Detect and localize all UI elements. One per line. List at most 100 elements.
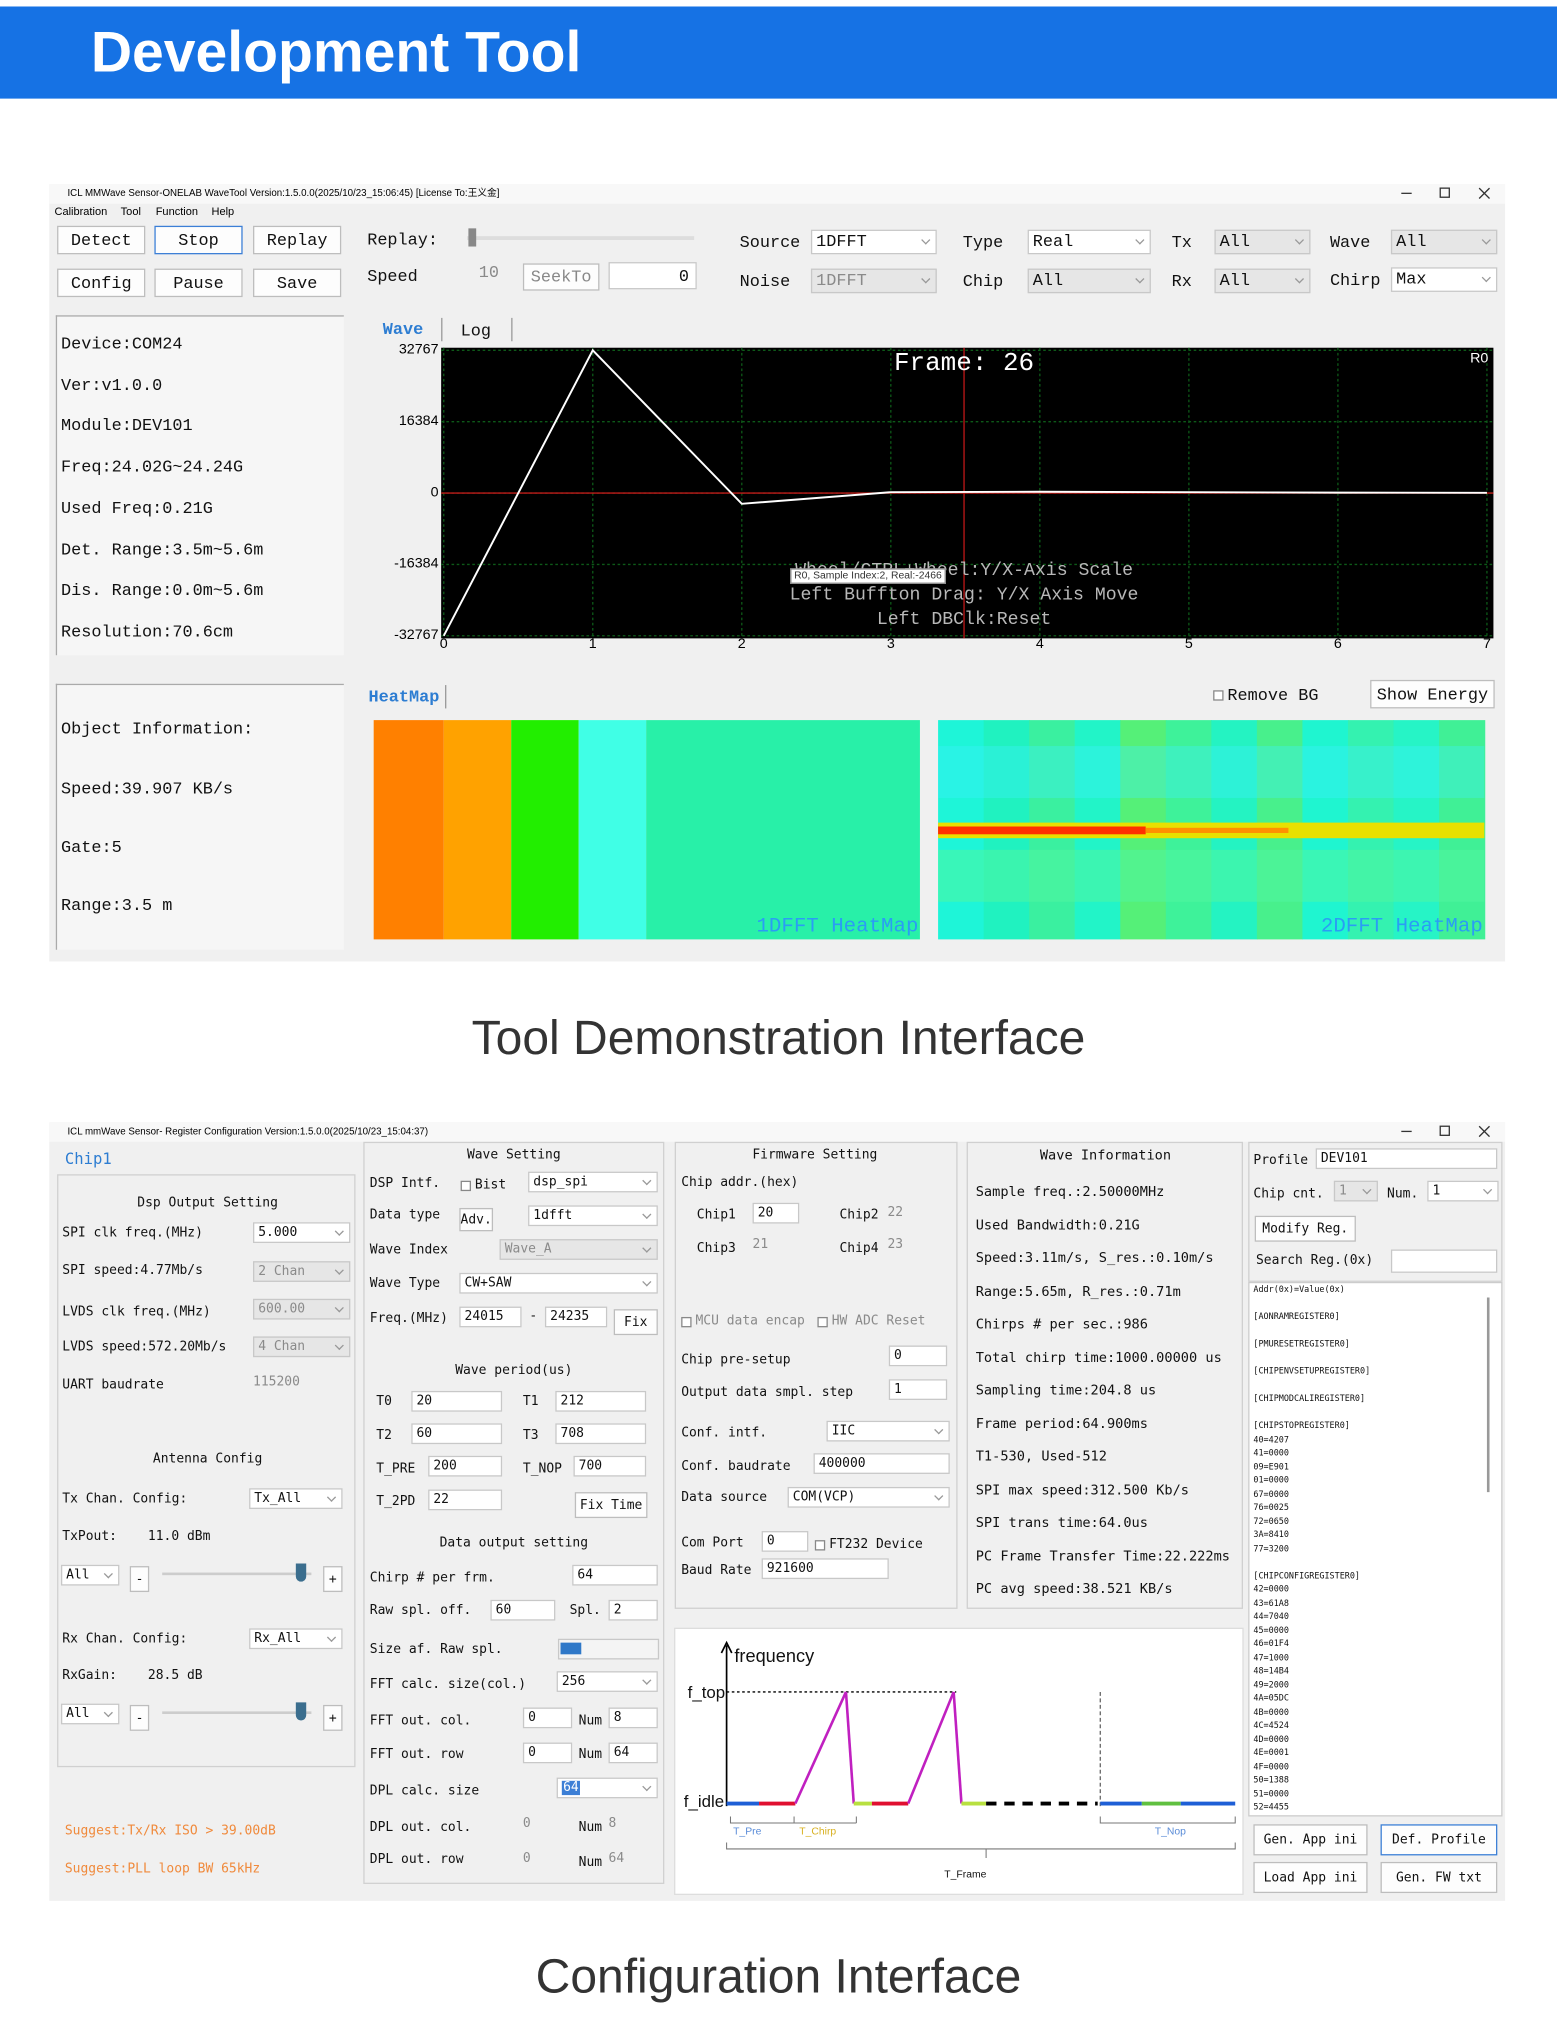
button[interactable]: Show Energy — [1370, 679, 1495, 709]
button[interactable]: Fix Time — [574, 1492, 648, 1519]
button[interactable]: Load App ini — [1253, 1861, 1368, 1894]
dropdown[interactable]: 256 — [556, 1671, 658, 1692]
checkbox[interactable] — [1213, 690, 1224, 701]
register-line: 44=7040 — [1253, 1611, 1289, 1622]
button-label: Detect — [70, 230, 132, 250]
input[interactable]: 0 — [761, 1531, 809, 1552]
dropdown[interactable]: Real — [1027, 229, 1151, 254]
input[interactable]: 0 — [888, 1345, 948, 1367]
label: Wave Type — [369, 1276, 441, 1292]
label: Rx — [1171, 271, 1192, 292]
dropdown[interactable]: All — [60, 1564, 120, 1586]
input[interactable]: 20 — [411, 1390, 503, 1412]
suggestion: Suggest:Tx/Rx ISO > 39.00dB — [64, 1824, 276, 1839]
dropdown[interactable]: IIC — [826, 1420, 950, 1442]
dropdown[interactable]: 1dfft — [528, 1205, 658, 1227]
button[interactable]: Detect — [57, 225, 146, 255]
button[interactable]: Save — [253, 268, 342, 298]
input[interactable]: 64 — [608, 1742, 658, 1764]
dropdown[interactable]: All — [1214, 229, 1311, 254]
button[interactable]: Gen. FW txt — [1380, 1861, 1498, 1894]
label: Tx — [1171, 232, 1192, 253]
button[interactable]: Replay — [253, 225, 342, 255]
dropdown[interactable]: All — [1027, 267, 1151, 293]
dropdown[interactable]: 1DFFT — [810, 229, 937, 254]
input[interactable]: 64 — [572, 1564, 658, 1586]
field-value: 0 — [678, 265, 689, 286]
checkbox[interactable] — [460, 1180, 471, 1192]
label: PC Frame Transfer Time:22.222ms — [975, 1548, 1230, 1564]
dropdown[interactable]: 1DFFT — [810, 267, 937, 293]
input[interactable]: 0 — [522, 1742, 573, 1764]
input[interactable]: 24015 — [459, 1306, 522, 1328]
dropdown[interactable]: 4 Chan — [253, 1336, 351, 1358]
button[interactable]: Stop — [154, 225, 243, 255]
input[interactable] — [1390, 1249, 1498, 1273]
input[interactable]: 708 — [555, 1423, 647, 1445]
dropdown[interactable]: COM(VCP) — [787, 1486, 950, 1508]
button[interactable]: Config — [57, 268, 146, 298]
button[interactable]: Modify Reg. — [1254, 1215, 1356, 1242]
button[interactable]: Pause — [154, 268, 243, 298]
checkbox[interactable] — [817, 1316, 828, 1328]
dropdown[interactable]: All — [1214, 267, 1311, 293]
button[interactable]: Def. Profile — [1380, 1824, 1498, 1856]
button[interactable]: SeekTo — [522, 262, 600, 290]
register-line: 51=0000 — [1253, 1788, 1289, 1799]
input[interactable]: 24235 — [544, 1306, 608, 1328]
input[interactable]: 200 — [428, 1455, 503, 1477]
checkbox[interactable] — [681, 1316, 692, 1328]
dropdown[interactable]: 1 — [1333, 1180, 1378, 1202]
input[interactable]: 400000 — [813, 1453, 950, 1474]
input[interactable]: 700 — [573, 1455, 647, 1477]
checkbox[interactable] — [814, 1540, 826, 1551]
button[interactable]: + — [323, 1704, 343, 1731]
field-value: 0 — [528, 1710, 536, 1726]
dropdown[interactable]: 5.000 — [253, 1222, 351, 1244]
input[interactable]: 0 — [608, 262, 697, 290]
value: 0 — [522, 1851, 531, 1866]
input[interactable]: 8 — [608, 1707, 658, 1729]
label: Chip2 — [839, 1207, 879, 1223]
button[interactable]: - — [129, 1566, 150, 1593]
dropdown[interactable]: 1 — [1427, 1180, 1499, 1202]
dropdown[interactable]: 600.00 — [253, 1298, 351, 1320]
dropdown[interactable]: Rx_All — [249, 1628, 343, 1650]
input[interactable]: 212 — [555, 1390, 647, 1412]
input[interactable]: 921600 — [761, 1558, 889, 1580]
heatmap-cell — [938, 746, 1485, 798]
label: Wave — [1329, 232, 1371, 253]
dropdown[interactable]: 2 Chan — [253, 1261, 351, 1282]
dropdown[interactable]: CW+SAW — [459, 1272, 658, 1294]
label: Chip cnt. — [1253, 1187, 1324, 1202]
caption: Configuration Interface — [535, 1949, 1022, 2003]
object-info: Speed:39.907 KB/s — [60, 779, 234, 799]
input[interactable]: 2 — [608, 1599, 658, 1621]
button[interactable]: Fix — [613, 1309, 658, 1336]
dropdown[interactable]: Tx_All — [249, 1488, 343, 1509]
dropdown[interactable]: 64 — [556, 1777, 658, 1799]
button[interactable]: + — [323, 1566, 343, 1593]
dropdown[interactable]: Wave_A — [499, 1239, 658, 1260]
register-line: 4A=05DC — [1253, 1692, 1289, 1704]
register-line: 77=3200 — [1253, 1543, 1289, 1554]
button[interactable]: - — [129, 1704, 150, 1731]
dropdown[interactable]: Max — [1390, 266, 1498, 292]
input[interactable]: DEV101 — [1315, 1148, 1498, 1170]
dropdown[interactable]: All — [1390, 229, 1498, 254]
button[interactable]: Adv. — [459, 1207, 494, 1232]
input[interactable]: 60 — [490, 1599, 556, 1621]
button[interactable]: Gen. App ini — [1253, 1824, 1368, 1856]
input[interactable]: 1 — [888, 1379, 948, 1401]
input[interactable]: 60 — [411, 1423, 503, 1445]
dropdown[interactable]: dsp_spi — [528, 1171, 658, 1193]
dropdown[interactable]: All — [60, 1703, 120, 1725]
input[interactable]: 0 — [522, 1707, 573, 1729]
label: LVDS speed:572.20Mb/s — [62, 1340, 227, 1355]
input[interactable]: 20 — [752, 1202, 800, 1224]
heatmap-label: 2DFFT HeatMap — [1320, 914, 1483, 939]
input[interactable]: 22 — [428, 1489, 503, 1511]
x-tick-label: 0 — [439, 636, 448, 652]
label: Num — [578, 1747, 603, 1763]
